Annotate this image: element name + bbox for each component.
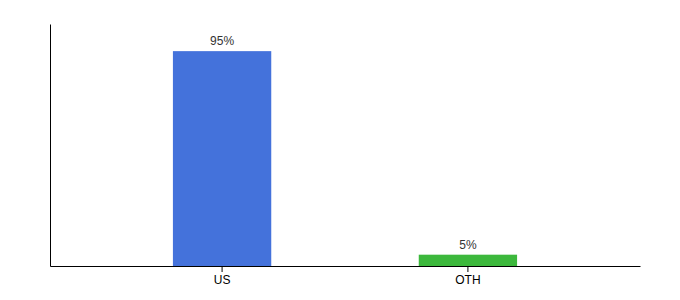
- bars: [173, 51, 517, 266]
- x-axis: US OTH: [51, 266, 641, 287]
- x-axis-line: [51, 266, 641, 267]
- x-tick-label: US: [214, 273, 231, 287]
- x-tick: OTH: [455, 266, 480, 287]
- y-axis-line: [50, 25, 51, 267]
- bar: [173, 51, 271, 266]
- data-label: 5%: [459, 238, 477, 252]
- x-tick: US: [214, 266, 231, 287]
- chart-svg: US OTH 95% 5%: [0, 0, 680, 300]
- chart-container: US OTH 95% 5%: [0, 0, 680, 300]
- y-axis: [50, 25, 51, 267]
- data-labels: 95% 5%: [210, 34, 477, 252]
- bar: [419, 255, 517, 266]
- x-tick-mark: [467, 266, 468, 272]
- x-tick-label: OTH: [455, 273, 480, 287]
- data-label: 95%: [210, 34, 234, 48]
- x-tick-mark: [222, 266, 223, 272]
- plot-area: US OTH 95% 5%: [51, 25, 641, 287]
